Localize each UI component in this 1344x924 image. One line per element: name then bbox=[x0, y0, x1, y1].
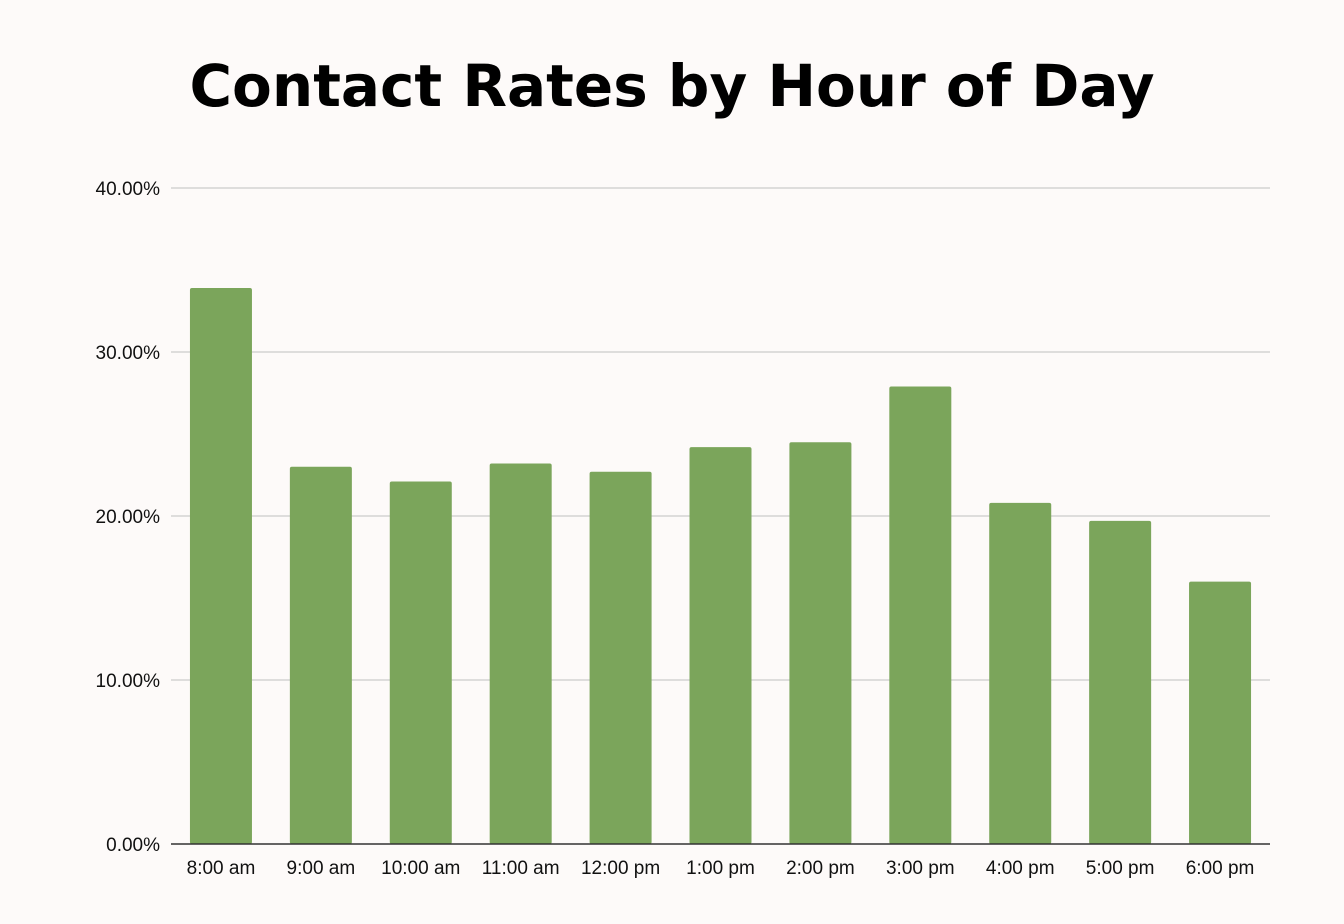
y-tick-label: 0.00% bbox=[106, 835, 160, 856]
y-tick-label: 20.00% bbox=[96, 507, 161, 528]
x-tick-label: 6:00 pm bbox=[1186, 858, 1255, 879]
bar bbox=[289, 466, 352, 844]
bar bbox=[989, 502, 1052, 844]
x-tick-label: 3:00 pm bbox=[886, 858, 955, 879]
bar bbox=[389, 481, 452, 844]
bar bbox=[489, 463, 552, 844]
bar-layer bbox=[189, 288, 1252, 844]
x-tick-label: 10:00 am bbox=[381, 858, 460, 879]
bar bbox=[889, 386, 952, 844]
x-tick-label: 4:00 pm bbox=[986, 858, 1055, 879]
x-tick-label: 11:00 am bbox=[482, 858, 560, 879]
bar bbox=[1189, 581, 1252, 844]
x-tick-label: 9:00 am bbox=[287, 858, 356, 879]
y-tick-label: 10.00% bbox=[96, 671, 161, 692]
x-tick-label: 8:00 am bbox=[187, 858, 256, 879]
bar bbox=[689, 447, 752, 844]
x-tick-labels: 8:00 am 9:00 am 10:00 am 11:00 am 12:00 pm 1:… bbox=[187, 858, 1255, 879]
x-tick-label: 2:00 pm bbox=[786, 858, 855, 879]
chart-title: Contact Rates by Hour of Day bbox=[189, 52, 1155, 120]
bar bbox=[189, 288, 252, 844]
x-tick-label: 12:00 pm bbox=[581, 858, 660, 879]
bar bbox=[589, 471, 652, 844]
y-tick-label: 40.00% bbox=[96, 179, 161, 200]
bar bbox=[1089, 520, 1152, 844]
y-tick-labels: 0.00% 10.00% 20.00% 30.00% 40.00% bbox=[96, 179, 161, 856]
y-tick-label: 30.00% bbox=[96, 343, 161, 364]
bar bbox=[789, 442, 852, 844]
x-tick-label: 1:00 pm bbox=[686, 858, 755, 879]
x-tick-label: 5:00 pm bbox=[1086, 858, 1155, 879]
